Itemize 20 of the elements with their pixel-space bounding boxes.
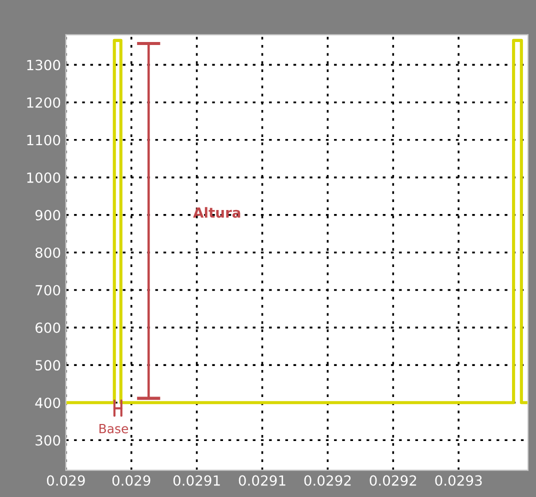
annotation: Base xyxy=(99,424,128,434)
x-tick-label: 0.0291 xyxy=(238,475,286,486)
y-tick-label: 700 xyxy=(36,284,60,296)
x-tick-label: 0.029 xyxy=(112,475,150,486)
x-tick-label: 0.0292 xyxy=(304,475,351,486)
y-tick-label: 1100 xyxy=(27,134,60,146)
annotation: Altura xyxy=(193,207,240,218)
x-tick-label: 0.029 xyxy=(46,475,85,486)
y-tick-label: 800 xyxy=(36,247,60,258)
y-tick-label: 600 xyxy=(36,322,60,334)
y-tick-label: 400 xyxy=(35,398,60,408)
y-tick-label: 300 xyxy=(36,435,60,446)
x-tick-label: 0.0291 xyxy=(173,475,220,486)
y-tick-label: 1300 xyxy=(27,60,60,70)
x-tick-label: 0.0292 xyxy=(370,475,416,486)
y-tick-label: 900 xyxy=(35,210,60,220)
y-tick-label: 1200 xyxy=(27,97,60,108)
x-tick-label: 0.0293 xyxy=(435,475,482,486)
y-tick-label: 1000 xyxy=(27,172,60,183)
y-tick-label: 500 xyxy=(36,360,60,371)
